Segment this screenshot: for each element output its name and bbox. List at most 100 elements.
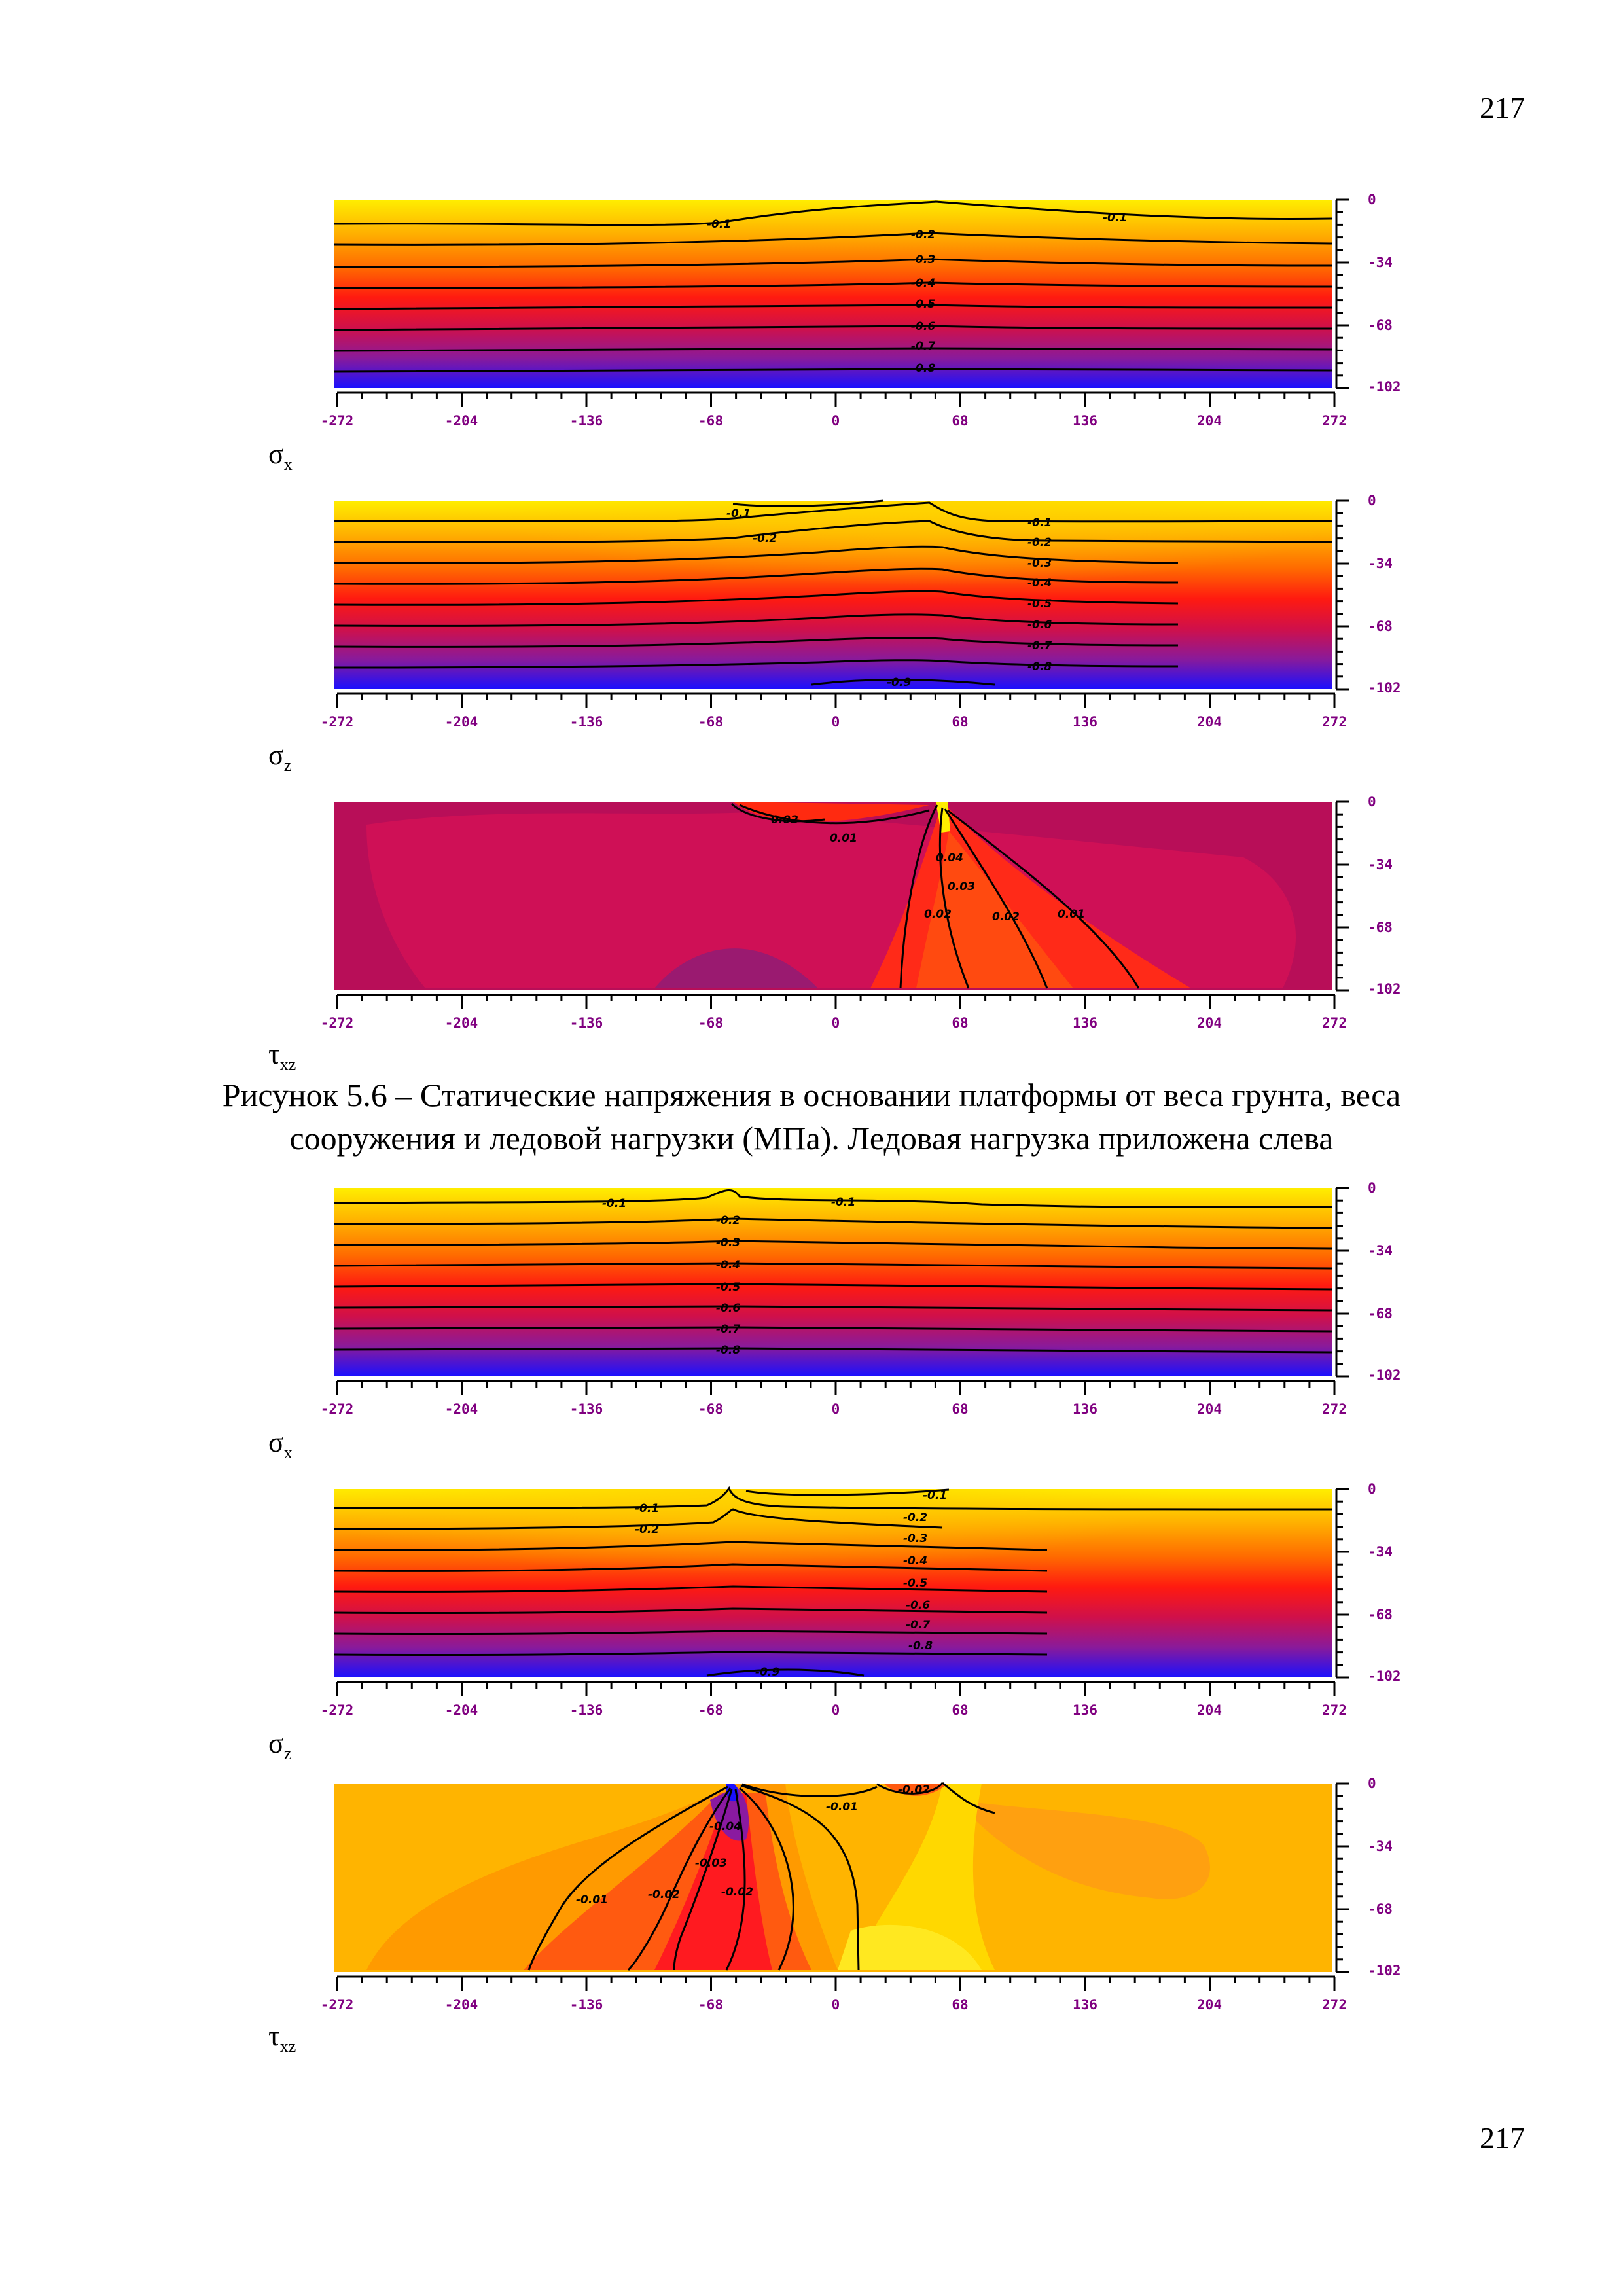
x-tick-label: -136 xyxy=(570,413,603,429)
variable-label: σz xyxy=(268,1727,292,1763)
y-tick-label: 0 xyxy=(1368,1776,1376,1791)
x-tick-label: 68 xyxy=(952,714,968,730)
contour-label: 0.01 xyxy=(1058,908,1085,921)
contour-label: -0.9 xyxy=(887,676,911,689)
y-tick-label: -34 xyxy=(1368,255,1393,270)
contour-label: -0.4 xyxy=(716,1259,740,1272)
x-tick-label: 68 xyxy=(952,1997,968,2013)
x-tick-label: -136 xyxy=(570,1997,603,2013)
y-tick-label: 0 xyxy=(1368,493,1376,509)
x-tick-label: 272 xyxy=(1322,1015,1347,1031)
x-tick-label: -68 xyxy=(698,1997,723,2013)
x-tick-label: -204 xyxy=(445,1702,478,1718)
x-tick-label: -68 xyxy=(698,1015,723,1031)
x-tick-label: -68 xyxy=(698,1401,723,1417)
contour-label: -0.3 xyxy=(716,1236,740,1249)
sigma-z-1-chart: -0.1 -0.2 -0.1 -0.2 -0.3 -0.4 -0.5 -0.6 … xyxy=(321,493,1401,730)
x-tick-label: 136 xyxy=(1073,714,1097,730)
x-tick-label: 272 xyxy=(1322,413,1347,429)
contour-label: -0.1 xyxy=(1027,516,1052,529)
plot-tau-xz-1: 0.02 0.01 0.04 0.03 0.02 0.02 0.01 -272 … xyxy=(0,792,1623,1074)
x-tick-label: -272 xyxy=(321,714,354,730)
x-tick-label: 136 xyxy=(1073,1702,1097,1718)
variable-label: τxz xyxy=(268,2020,296,2056)
x-tick-label: 68 xyxy=(952,1702,968,1718)
y-tick-label: 0 xyxy=(1368,1481,1376,1497)
y-tick-label: -68 xyxy=(1368,1607,1393,1623)
contour-label: -0.7 xyxy=(1027,639,1052,653)
sigma-z-2-chart: -0.1 -0.2 -0.1 -0.2 -0.3 -0.4 -0.5 -0.6 … xyxy=(321,1481,1401,1718)
x-tick-label: -136 xyxy=(570,1015,603,1031)
y-tick-label: -102 xyxy=(1368,1963,1401,1979)
tau-xz-2-chart: -0.02 -0.01 -0.04 -0.03 -0.01 -0.02 -0.0… xyxy=(321,1776,1401,2013)
contour-label: -0.2 xyxy=(903,1511,927,1524)
y-tick-label: -102 xyxy=(1368,379,1401,395)
y-tick-label: -34 xyxy=(1368,1544,1393,1560)
contour-label: -0.02 xyxy=(898,1784,930,1797)
y-tick-label: -102 xyxy=(1368,1367,1401,1383)
contour-label: -0.8 xyxy=(716,1344,740,1357)
contour-label: -0.8 xyxy=(908,1640,933,1653)
contour-label: -0.03 xyxy=(695,1857,727,1870)
x-tick-label: -204 xyxy=(445,413,478,429)
x-tick-label: 0 xyxy=(832,413,840,429)
x-tick-label: -204 xyxy=(445,1997,478,2013)
contour-label: -0.5 xyxy=(903,1577,927,1590)
figure-caption: Рисунок 5.6 – Статические напряжения в о… xyxy=(0,1073,1623,1160)
x-tick-label: -204 xyxy=(445,1015,478,1031)
contour-label: -0.4 xyxy=(1027,577,1052,590)
x-tick-label: 136 xyxy=(1073,413,1097,429)
contour-label: -0.2 xyxy=(1027,536,1052,549)
contour-label: -0.1 xyxy=(707,218,731,231)
x-tick-label: 272 xyxy=(1322,1401,1347,1417)
x-tick-label: -204 xyxy=(445,714,478,730)
contour-label: -0.2 xyxy=(635,1523,659,1536)
x-tick-label: 204 xyxy=(1197,1997,1222,2013)
contour-label: -0.01 xyxy=(576,1893,608,1907)
contour-label: -0.04 xyxy=(709,1820,741,1833)
x-tick-label: 0 xyxy=(832,1401,840,1417)
x-tick-label: -272 xyxy=(321,1401,354,1417)
sigma-x-1-chart: -0.1 -0.1 -0.2 -0.3 -0.4 -0.5 -0.6 -0.7 … xyxy=(321,192,1401,429)
y-tick-label: -34 xyxy=(1368,857,1393,872)
contour-label: -0.02 xyxy=(648,1888,680,1901)
x-tick-label: 0 xyxy=(832,1997,840,2013)
x-tick-label: -136 xyxy=(570,1401,603,1417)
contour-label: -0.3 xyxy=(911,253,935,266)
caption-line-1: Рисунок 5.6 – Статические напряжения в о… xyxy=(222,1077,1401,1113)
variable-label: σx xyxy=(268,438,293,474)
contour-label: -0.8 xyxy=(1027,660,1052,673)
contour-label: -0.02 xyxy=(721,1886,753,1899)
y-tick-label: -102 xyxy=(1368,981,1401,997)
variable-label: τxz xyxy=(268,1038,296,1074)
contour-label: -0.2 xyxy=(753,532,777,545)
x-tick-label: 136 xyxy=(1073,1401,1097,1417)
x-tick-label: 204 xyxy=(1197,1702,1222,1718)
caption-line-2: сооружения и ледовой нагрузки (МПа). Лед… xyxy=(289,1120,1334,1157)
y-tick-label: 0 xyxy=(1368,794,1376,810)
contour-label: -0.3 xyxy=(903,1532,927,1545)
contour-label: -0.9 xyxy=(755,1666,779,1679)
x-tick-label: -272 xyxy=(321,1702,354,1718)
contour-label: -0.1 xyxy=(726,507,751,520)
page-number-top: 217 xyxy=(1480,91,1525,124)
contour-label: 0.04 xyxy=(936,852,963,865)
x-tick-label: -136 xyxy=(570,714,603,730)
x-tick-label: -272 xyxy=(321,413,354,429)
x-tick-label: 68 xyxy=(952,1015,968,1031)
contour-label: -0.7 xyxy=(911,340,935,353)
plot-sigma-x-2: -0.1 -0.1 -0.2 -0.3 -0.4 -0.5 -0.6 -0.7 … xyxy=(0,1178,1623,1462)
x-tick-label: 272 xyxy=(1322,1702,1347,1718)
y-tick-label: -68 xyxy=(1368,920,1393,935)
contour-label: -0.7 xyxy=(906,1619,930,1632)
contour-label: -0.1 xyxy=(635,1502,659,1515)
x-tick-label: 204 xyxy=(1197,1401,1222,1417)
contour-label: -0.6 xyxy=(1027,619,1052,632)
contour-label: 0.02 xyxy=(992,910,1020,924)
x-tick-label: -68 xyxy=(698,1702,723,1718)
x-tick-label: 136 xyxy=(1073,1015,1097,1031)
x-tick-label: 204 xyxy=(1197,413,1222,429)
y-tick-label: -68 xyxy=(1368,1901,1393,1917)
tau-xz-1-chart: 0.02 0.01 0.04 0.03 0.02 0.02 0.01 -272 … xyxy=(321,794,1401,1031)
contour-label: -0.3 xyxy=(1027,557,1052,570)
